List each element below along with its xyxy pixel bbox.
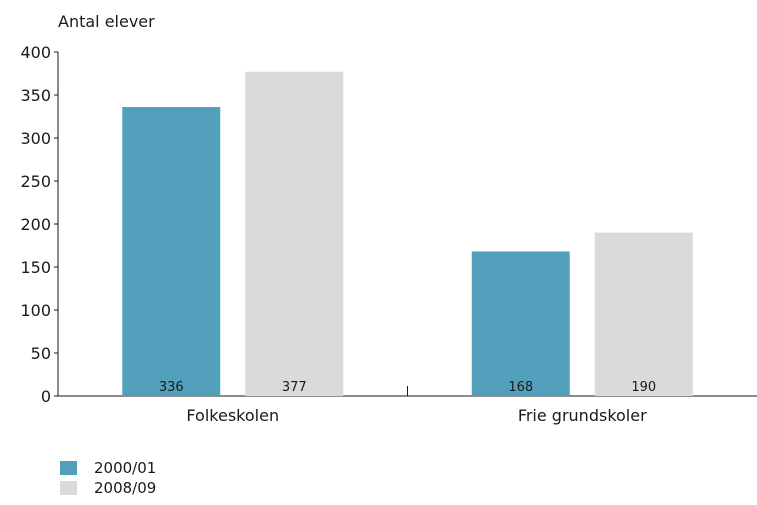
y-tick-label: 50 bbox=[31, 344, 51, 363]
legend-label-series-1: 2000/01 bbox=[94, 459, 157, 477]
y-tick-label: 250 bbox=[20, 172, 51, 191]
bar-data-label: 168 bbox=[508, 380, 533, 395]
y-tick-label: 400 bbox=[20, 43, 51, 62]
legend-swatch-series-2 bbox=[60, 481, 77, 495]
x-category-label: Frie grundskoler bbox=[518, 406, 647, 425]
bar-data-label: 336 bbox=[159, 380, 184, 395]
legend-label-series-2: 2008/09 bbox=[94, 479, 157, 497]
bar bbox=[245, 71, 344, 396]
y-tick-label: 150 bbox=[20, 258, 51, 277]
bar bbox=[122, 107, 221, 396]
bar-data-label: 190 bbox=[631, 380, 656, 395]
bar bbox=[471, 251, 570, 396]
y-axis-title: Antal elever bbox=[58, 12, 155, 31]
bar bbox=[594, 232, 693, 396]
x-category-label: Folkeskolen bbox=[186, 406, 279, 425]
y-tick-label: 100 bbox=[20, 301, 51, 320]
y-tick-label: 300 bbox=[20, 129, 51, 148]
legend: 2000/01 2008/09 bbox=[60, 458, 156, 498]
bar-data-label: 377 bbox=[282, 380, 307, 395]
legend-item-series-2: 2008/09 bbox=[60, 478, 156, 498]
legend-item-series-1: 2000/01 bbox=[60, 458, 156, 478]
y-tick-label: 200 bbox=[20, 215, 51, 234]
y-tick-label: 350 bbox=[20, 86, 51, 105]
y-tick-label: 0 bbox=[41, 387, 51, 406]
legend-swatch-series-1 bbox=[60, 461, 77, 475]
